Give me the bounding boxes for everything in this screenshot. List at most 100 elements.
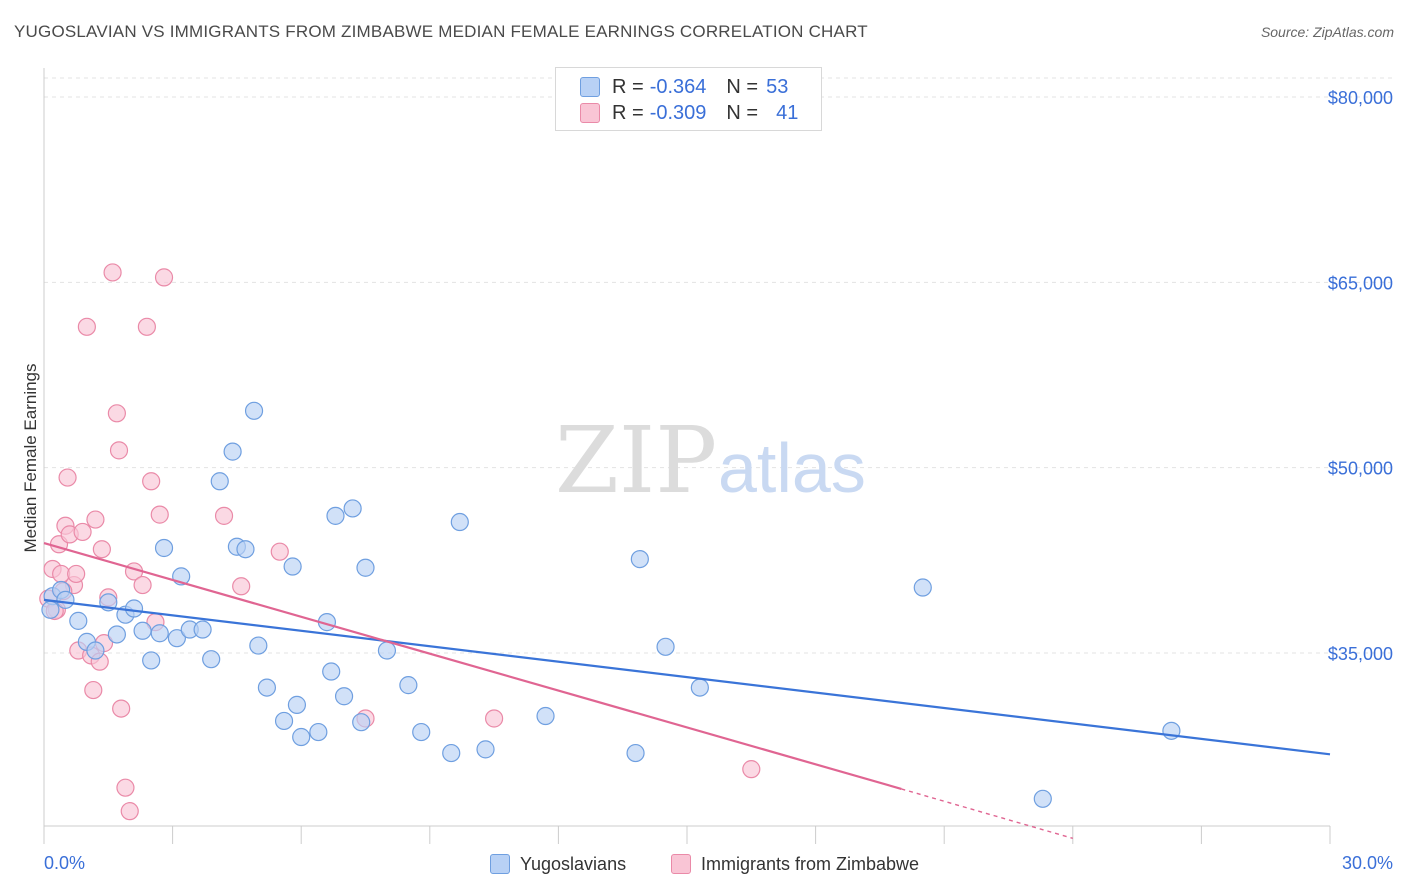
bottom-legend-swatch-pink [671, 854, 691, 874]
bottom-legend-label: Yugoslavians [520, 853, 627, 874]
point-yugoslavian [154, 538, 174, 558]
point-zimbabwe [58, 468, 77, 487]
legend-n-value: 41 [776, 101, 799, 124]
point-yugoslavian [326, 506, 345, 525]
point-yugoslavian [210, 472, 229, 491]
point-zimbabwe [154, 268, 174, 287]
x-tick-label-max: 30.0% [1342, 853, 1393, 873]
axis-layer: $35,000 $50,000 $65,000 $80,000 0.0% 30.0% [43, 68, 1393, 873]
trend-line-zimbabwe-extension [901, 788, 1073, 840]
correlation-legend: R = -0.364 N = 53 R = -0.309 N = 41 [555, 67, 822, 131]
point-zimbabwe [67, 564, 86, 584]
source-label: Source: ZipAtlas.com [1260, 24, 1394, 40]
point-yugoslavian [399, 676, 418, 695]
point-yugoslavian [442, 743, 461, 763]
point-yugoslavian [626, 743, 645, 763]
legend-n-value: 53 [766, 75, 789, 98]
point-yugoslavian [142, 651, 161, 670]
point-yugoslavian [343, 499, 362, 518]
point-zimbabwe [133, 575, 152, 595]
point-zimbabwe [116, 778, 135, 797]
point-zimbabwe [142, 472, 161, 491]
legend-swatch-pink [580, 103, 600, 123]
point-yugoslavian [202, 650, 221, 669]
point-yugoslavian [476, 740, 495, 759]
bottom-legend-label: Immigrants from Zimbabwe [701, 853, 920, 874]
point-yugoslavian [412, 722, 431, 742]
point-yugoslavian [150, 624, 169, 643]
y-axis-label: Median Female Earnings [21, 364, 40, 553]
point-zimbabwe [485, 709, 504, 728]
legend-n-label: N = [726, 75, 759, 98]
legend-row-zimbabwe: R = -0.309 N = 41 [580, 101, 798, 125]
point-yugoslavian [257, 678, 277, 697]
point-yugoslavian [334, 687, 354, 706]
trend-line-yugoslavians [43, 598, 1331, 756]
point-yugoslavian [536, 706, 555, 726]
point-zimbabwe [232, 577, 251, 596]
trend-layer [43, 541, 1331, 840]
point-zimbabwe [112, 699, 131, 718]
point-yugoslavian [356, 558, 375, 577]
point-zimbabwe [150, 505, 169, 524]
point-zimbabwe [73, 522, 92, 542]
y-tick-label: $35,000 [1328, 644, 1393, 664]
legend-swatch-blue [580, 77, 600, 97]
points-layer [39, 263, 1181, 821]
grid-layer [44, 77, 1392, 654]
point-zimbabwe [742, 760, 761, 779]
point-yugoslavian [249, 636, 268, 655]
bottom-legend-swatch-blue [490, 854, 510, 874]
point-yugoslavian [292, 727, 311, 747]
point-yugoslavian [630, 549, 649, 569]
point-yugoslavian [244, 401, 264, 420]
point-zimbabwe [92, 540, 111, 559]
point-yugoslavian [167, 629, 186, 648]
chart-title: YUGOSLAVIAN VS IMMIGRANTS FROM ZIMBABWE … [14, 22, 868, 41]
point-yugoslavian [56, 590, 75, 609]
point-zimbabwe [77, 317, 96, 336]
y-tick-label: $65,000 [1328, 273, 1393, 293]
point-yugoslavian [236, 540, 255, 559]
point-yugoslavian [41, 600, 60, 619]
watermark-atlas: atlas [718, 429, 866, 507]
legend-r-label: R = [612, 101, 644, 124]
point-yugoslavian [124, 599, 144, 618]
point-zimbabwe [107, 404, 126, 423]
point-zimbabwe [109, 441, 129, 460]
legend-r-label: R = [612, 75, 644, 98]
point-yugoslavian [352, 713, 371, 732]
watermark: ZIP atlas [555, 407, 866, 514]
point-zimbabwe [137, 317, 156, 336]
point-yugoslavian [913, 578, 932, 597]
point-yugoslavian [283, 557, 302, 576]
point-zimbabwe [84, 680, 103, 700]
point-yugoslavian [107, 625, 126, 644]
point-zimbabwe [120, 802, 139, 821]
point-yugoslavian [287, 695, 307, 714]
point-yugoslavian [1033, 789, 1052, 808]
legend-row-yugoslavians: R = -0.364 N = 53 [580, 75, 788, 99]
point-yugoslavian [133, 621, 152, 640]
watermark-zip: ZIP [555, 407, 717, 514]
y-tick-label: $50,000 [1328, 459, 1393, 479]
point-yugoslavian [193, 620, 212, 639]
trend-line-zimbabwe [43, 541, 902, 790]
point-yugoslavian [309, 722, 328, 742]
legend-r-value: -0.309 [649, 101, 707, 124]
y-tick-label: $80,000 [1328, 88, 1393, 108]
point-zimbabwe [270, 542, 289, 561]
point-zimbabwe [86, 510, 105, 529]
point-yugoslavian [322, 662, 341, 681]
point-yugoslavian [450, 512, 469, 532]
point-yugoslavian [656, 637, 675, 656]
bottom-legend-zimbabwe: Immigrants from Zimbabwe [671, 852, 919, 876]
bottom-legend-yugoslavians: Yugoslavians [490, 852, 626, 876]
point-yugoslavian [223, 442, 242, 461]
x-tick-label-min: 0.0% [44, 853, 85, 873]
point-yugoslavian [86, 641, 105, 660]
point-zimbabwe [103, 263, 122, 282]
point-yugoslavian [274, 711, 294, 731]
point-zimbabwe [214, 506, 234, 525]
